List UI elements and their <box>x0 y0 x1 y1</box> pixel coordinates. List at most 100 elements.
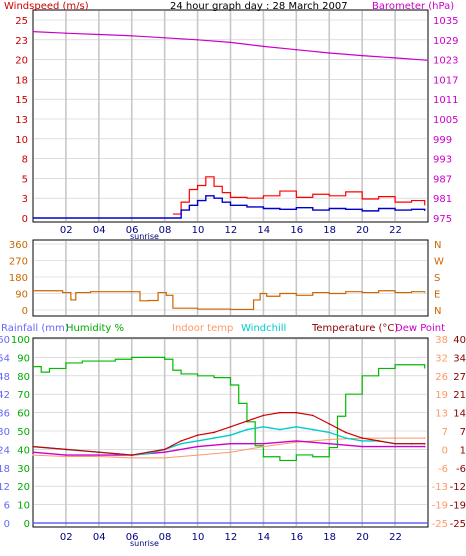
temperature-line-point <box>394 442 396 445</box>
indoor-temp-line-point <box>229 451 232 454</box>
barometer-line-point <box>328 52 331 54</box>
windchill-line-point <box>196 440 199 442</box>
axis-tick-label: 1023 <box>433 56 458 67</box>
axis-tick-label: 0 <box>4 519 10 530</box>
axis-tick-label: 20 <box>15 56 28 67</box>
hour-tick-label: 04 <box>93 532 106 543</box>
indoor-temp-axis-title: Indoor temp <box>172 323 233 334</box>
axis-tick-label: 42 <box>0 390 10 401</box>
dewpoint-title: Dew Point <box>395 323 445 334</box>
barometer-line-point <box>98 33 100 36</box>
axis-tick-label: 987 <box>433 174 452 185</box>
axis-tick-label: 5 <box>22 174 28 185</box>
indoor-temp-line-point <box>328 438 331 441</box>
temperature-line-point <box>229 426 232 428</box>
axis-tick-label: 0 <box>22 214 28 225</box>
series-layer <box>32 30 429 524</box>
axis-tick-label: 0 <box>442 445 448 456</box>
axis-tick-label: 0 <box>24 519 30 530</box>
temp-panel-frame <box>32 337 429 528</box>
axis-tick-label: 30 <box>0 427 10 438</box>
temperature-line-point <box>361 437 364 439</box>
temperature-axis-title: Temperature (°C) <box>311 323 398 334</box>
barometer-line-point <box>262 45 265 48</box>
barometer-line-point <box>196 39 199 41</box>
dewpoint-line-point <box>262 442 265 445</box>
temperature-line-point <box>147 451 149 454</box>
dewpoint-line <box>32 440 425 456</box>
axis-tick-label: 10 <box>17 501 30 512</box>
dewpoint-line-point <box>295 440 298 442</box>
hour-tick-label: 20 <box>356 532 369 543</box>
hour-tick-label: 14 <box>257 532 270 543</box>
indoor-temp-line-point <box>196 454 199 456</box>
axis-tick-label: 13 <box>15 115 28 126</box>
barometer-line-point <box>295 48 298 51</box>
hour-tick-label: 18 <box>323 532 336 543</box>
axis-tick-label: 1035 <box>433 16 458 27</box>
temperature-line-point <box>262 414 265 417</box>
axis-tick-label: 1017 <box>433 75 458 86</box>
sunrise-label-bottom: sunrise <box>130 539 159 548</box>
dewpoint-line-point <box>423 445 426 448</box>
barometer-axis-title: Barometer (hPa) <box>372 1 454 12</box>
axis-tick-label: 60 <box>17 409 30 420</box>
axis-tick-label: 48 <box>0 372 10 383</box>
axis-tick-label: 70 <box>17 390 30 401</box>
dewpoint-line-point <box>32 451 34 454</box>
dewpoint-line-point <box>98 454 100 456</box>
axis-tick-label: 0 <box>22 306 28 317</box>
dewpoint-line-point <box>65 454 67 456</box>
axis-tick-label: 18 <box>15 75 28 86</box>
temperature-line-point <box>98 451 100 454</box>
direction-panel-frame <box>32 239 429 317</box>
wind-panel-frame <box>32 9 429 223</box>
axis-tick-label: 18 <box>0 464 10 475</box>
axis-tick-label: 90 <box>17 353 30 364</box>
hour-tick-label: 22 <box>389 532 402 543</box>
axis-tick-label: 360 <box>9 240 28 251</box>
temperature-line-point <box>312 414 314 417</box>
rainfall-line-point <box>32 522 34 524</box>
axis-tick-label: -19 <box>432 501 448 512</box>
hour-tick-label: 06 <box>126 532 139 543</box>
barometer-line-point <box>394 57 396 59</box>
axis-tick-label: 975 <box>433 214 452 225</box>
windchill-line-point <box>361 440 364 442</box>
hour-tick-label: 08 <box>159 225 172 236</box>
windchill-line-point <box>344 437 347 439</box>
axis-tick-label: 7 <box>442 427 448 438</box>
temperature-line-point <box>246 420 248 422</box>
wind-direction-line <box>33 290 426 311</box>
temperature-line <box>32 412 425 456</box>
axis-tick-label: S <box>434 273 440 284</box>
axis-tick-label: 60 <box>0 335 10 346</box>
axis-tick-label: 50 <box>17 427 30 438</box>
windchill-line-point <box>147 452 149 455</box>
hour-tick-label: 06 <box>126 225 139 236</box>
axis-tick-label: 6 <box>4 501 10 512</box>
axis-tick-label: 993 <box>433 155 452 166</box>
indoor-temp-line-point <box>394 437 396 439</box>
indoor-temp-line-point <box>131 457 133 459</box>
axis-tick-label: 13 <box>435 409 448 420</box>
indoor-temp-line-point <box>98 455 100 458</box>
windchill-line-point <box>246 428 248 431</box>
axis-tick-label: -6 <box>438 464 448 475</box>
chart-title: 24 hour graph day : 28 March 2007 <box>170 1 348 12</box>
hour-tick-label: 12 <box>225 532 238 543</box>
hour-tick-label: 20 <box>356 225 369 236</box>
axis-tick-label: 30 <box>17 464 30 475</box>
axis-tick-label: 10 <box>15 135 28 146</box>
hour-tick-label: 12 <box>225 225 238 236</box>
axis-tick-label: 23 <box>15 36 28 47</box>
temperature-line-point <box>32 445 34 448</box>
dewpoint-line-point <box>394 445 396 448</box>
hour-tick-label: 04 <box>93 225 106 236</box>
axis-tick-label: 999 <box>433 135 452 146</box>
temperature-line-point <box>163 448 166 451</box>
wind-average-line <box>33 195 426 219</box>
hour-tick-label: 16 <box>290 532 303 543</box>
hour-tick-label: 14 <box>257 225 270 236</box>
